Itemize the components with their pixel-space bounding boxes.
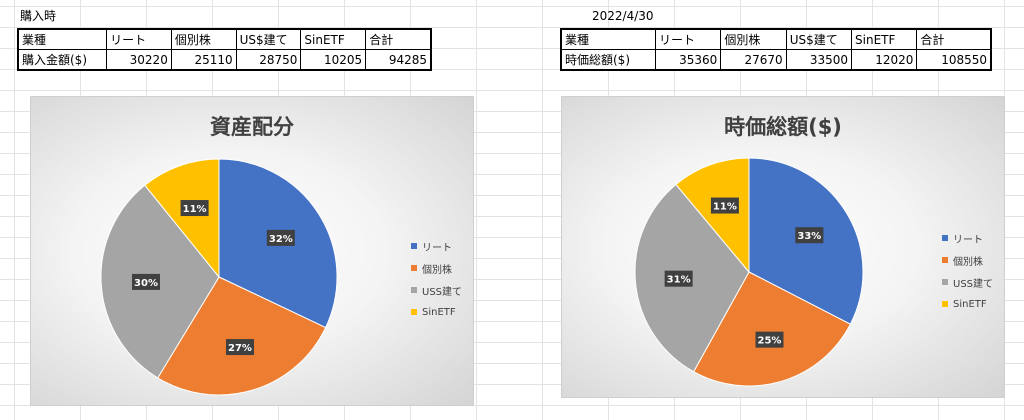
data-label-text: 31% [667,275,691,286]
value-cell[interactable]: 33500 [785,49,853,71]
legend-label: 個別株 [953,256,983,268]
data-label-text: 27% [228,343,252,354]
data-label-box [180,200,209,217]
header-cell[interactable]: US$建て [785,28,853,50]
data-label-box [795,227,824,244]
header-cell[interactable]: US$建て [235,28,302,50]
data-label-box [710,197,739,214]
value-cell[interactable]: 30220 [106,49,172,71]
data-label-text: 30% [134,278,158,289]
legend-label: SinETF [422,306,456,318]
header-cell[interactable]: 合計 [916,28,993,50]
pie-slice-4[interactable] [144,158,220,279]
total-cell[interactable]: 94285 [365,49,433,71]
legend-swatch [942,235,948,241]
total-cell[interactable]: 108550 [916,49,993,71]
data-label-3: 30% [132,273,161,290]
legend-swatch [942,279,948,285]
legend-label: USS建て [953,278,994,290]
header-cell[interactable]: 業種 [559,28,656,50]
pie-slice-4[interactable] [675,157,750,274]
legend-label: 個別株 [422,264,452,276]
legend-label: SinETF [953,298,987,310]
legend-item: 個別株 [411,257,462,279]
data-label-text: 32% [269,234,293,245]
value-cell[interactable]: 35360 [654,49,722,71]
left-block-label: 購入時 [20,9,57,23]
chart-legend: リート 個別株 USS建て SinETF [411,235,462,323]
legend-swatch [942,257,948,263]
header-cell[interactable]: 合計 [365,28,433,50]
header-cell[interactable]: 個別株 [720,28,787,50]
data-label-box [664,270,693,287]
data-label-3: 31% [664,270,693,287]
legend-item: USS建て [411,279,462,301]
legend-label: リート [953,234,983,246]
header-cell[interactable]: リート [654,28,722,50]
legend-swatch [942,301,948,307]
right-data-table: 業種 リート 個別株 US$建て SinETF 合計 時価総額($) 35360… [559,28,993,71]
legend-swatch [411,243,417,249]
table-row: 購入金額($) 30220 25110 28750 10205 94285 [17,49,433,71]
chart-legend: リート 個別株 USS建て SinETF [942,227,993,315]
right-block-label: 2022/4/30 [592,9,654,23]
legend-swatch [411,309,417,315]
legend-swatch [411,287,417,293]
value-cell[interactable]: 12020 [851,49,918,71]
data-label-box [266,229,295,246]
header-cell[interactable]: 個別株 [170,28,237,50]
row-label-cell[interactable]: 時価総額($) [559,49,656,71]
data-label-text: 11% [183,204,207,215]
market-value-chart[interactable]: 時価総額($) 33% 25% 31% 11% リート 個別株 USS建て SinET… [561,96,1005,398]
header-cell[interactable]: 業種 [17,28,108,50]
pie-chart-svg: 33% 25% 31% 11% [634,157,864,387]
value-cell[interactable]: 25110 [170,49,237,71]
pie-slice-2[interactable] [157,276,327,396]
legend-item: リート [411,235,462,257]
legend-swatch [411,265,417,271]
header-cell[interactable]: SinETF [300,28,367,50]
data-label-2: 27% [225,339,254,356]
data-label-1: 32% [266,229,295,246]
table-row: 時価総額($) 35360 27670 33500 12020 108550 [559,49,993,71]
header-cell[interactable]: リート [106,28,172,50]
left-data-table: 業種 リート 個別株 US$建て SinETF 合計 購入金額($) 30220… [17,28,433,71]
legend-item: SinETF [411,301,462,323]
data-label-box [755,331,784,348]
data-label-text: 11% [713,202,737,213]
value-cell[interactable]: 10205 [300,49,367,71]
data-label-text: 33% [797,231,821,242]
data-label-2: 25% [755,331,784,348]
legend-item: USS建て [942,271,993,293]
value-cell[interactable]: 27670 [720,49,787,71]
data-label-4: 11% [710,197,739,214]
data-label-text: 25% [758,336,782,347]
header-cell[interactable]: SinETF [851,28,918,50]
data-label-4: 11% [180,200,209,217]
table-header-row: 業種 リート 個別株 US$建て SinETF 合計 [17,28,433,50]
data-label-1: 33% [795,227,824,244]
legend-item: リート [942,227,993,249]
legend-item: SinETF [942,293,993,315]
chart-title: 資産配分 [210,115,294,139]
data-label-box [132,273,161,290]
chart-title: 時価総額($) [724,115,842,139]
asset-allocation-chart[interactable]: 資産配分 32% 27% 30% 11% リート 個別株 USS建て SinETF [30,96,474,406]
pie-slice-2[interactable] [692,271,852,387]
legend-label: リート [422,242,452,254]
pie-slice-3[interactable] [100,184,220,379]
table-header-row: 業種 リート 個別株 US$建て SinETF 合計 [559,28,993,50]
pie-chart-svg: 32% 27% 30% 11% [100,158,338,396]
legend-label: USS建て [422,286,463,298]
row-label-cell[interactable]: 購入金額($) [17,49,108,71]
data-label-box [225,339,254,356]
legend-item: 個別株 [942,249,993,271]
value-cell[interactable]: 28750 [235,49,302,71]
